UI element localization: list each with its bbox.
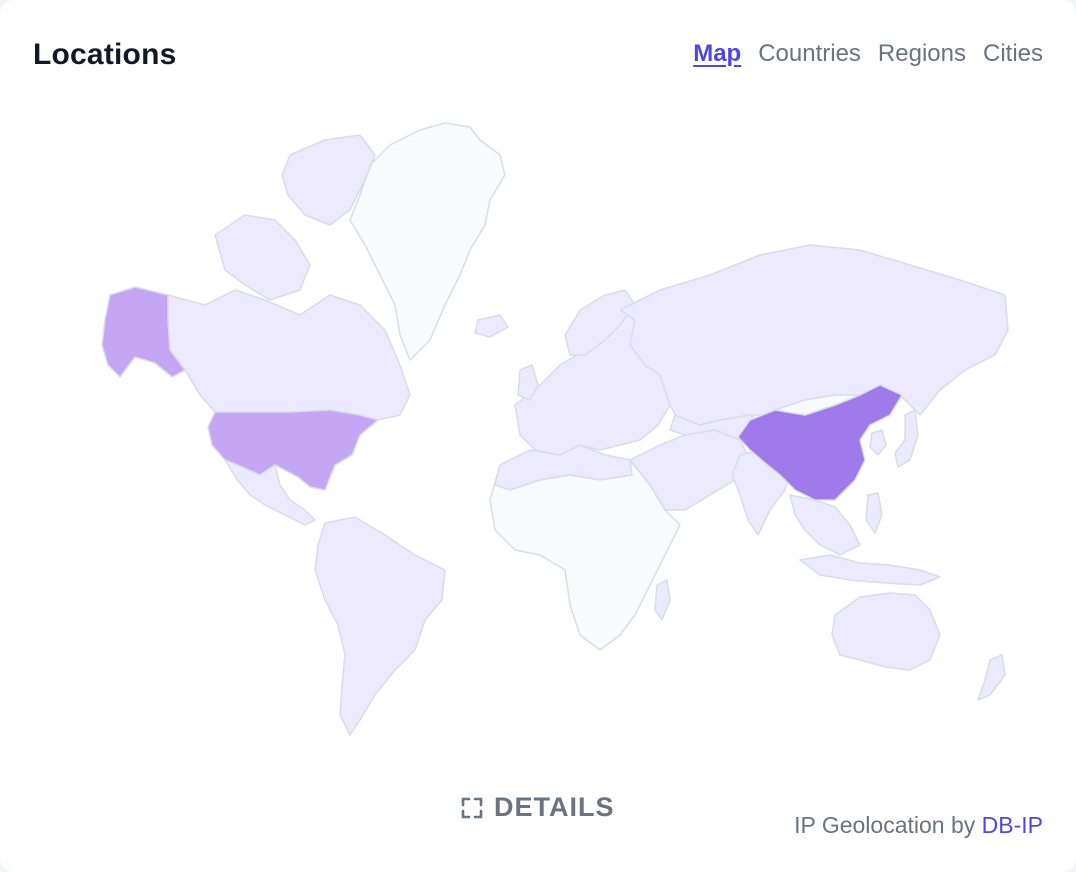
country-indonesia[interactable] [799, 554, 941, 586]
country-korea[interactable] [869, 429, 887, 456]
country-canada-arctic[interactable] [281, 134, 376, 226]
tab-cities[interactable]: Cities [982, 40, 1043, 67]
country-greenland[interactable] [349, 122, 506, 361]
country-south-america[interactable] [314, 516, 446, 736]
tab-regions[interactable]: Regions [877, 40, 966, 67]
country-madagascar[interactable] [654, 579, 671, 621]
expand-icon [461, 797, 483, 818]
credit-prefix: IP Geolocation by [794, 812, 976, 838]
country-mongolia[interactable] [774, 394, 861, 416]
country-usa-alaska[interactable] [101, 286, 186, 378]
tab-map[interactable]: Map [693, 40, 742, 67]
geolocation-credit: IP Geolocation by DB-IP [794, 812, 1043, 839]
country-mexico[interactable] [224, 459, 316, 526]
country-uk[interactable] [517, 364, 539, 401]
world-map[interactable] [60, 115, 1020, 785]
details-label: DETAILS [494, 792, 615, 822]
card-title: Locations [33, 38, 177, 71]
view-tabs: Map Countries Regions Cities [693, 40, 1043, 68]
country-australia[interactable] [831, 592, 941, 671]
country-iceland[interactable] [474, 314, 509, 338]
country-canada[interactable] [167, 289, 411, 421]
details-button[interactable]: DETAILS [460, 792, 615, 823]
tab-countries[interactable]: Countries [758, 40, 861, 67]
country-southeast-asia[interactable] [789, 494, 861, 556]
country-philippines[interactable] [865, 492, 883, 534]
country-north-africa[interactable] [494, 444, 633, 491]
country-canada-islands[interactable] [214, 214, 311, 301]
country-new-zealand[interactable] [977, 654, 1006, 701]
db-ip-link[interactable]: DB-IP [981, 812, 1043, 838]
country-japan[interactable] [894, 409, 919, 468]
country-usa[interactable] [207, 409, 379, 491]
